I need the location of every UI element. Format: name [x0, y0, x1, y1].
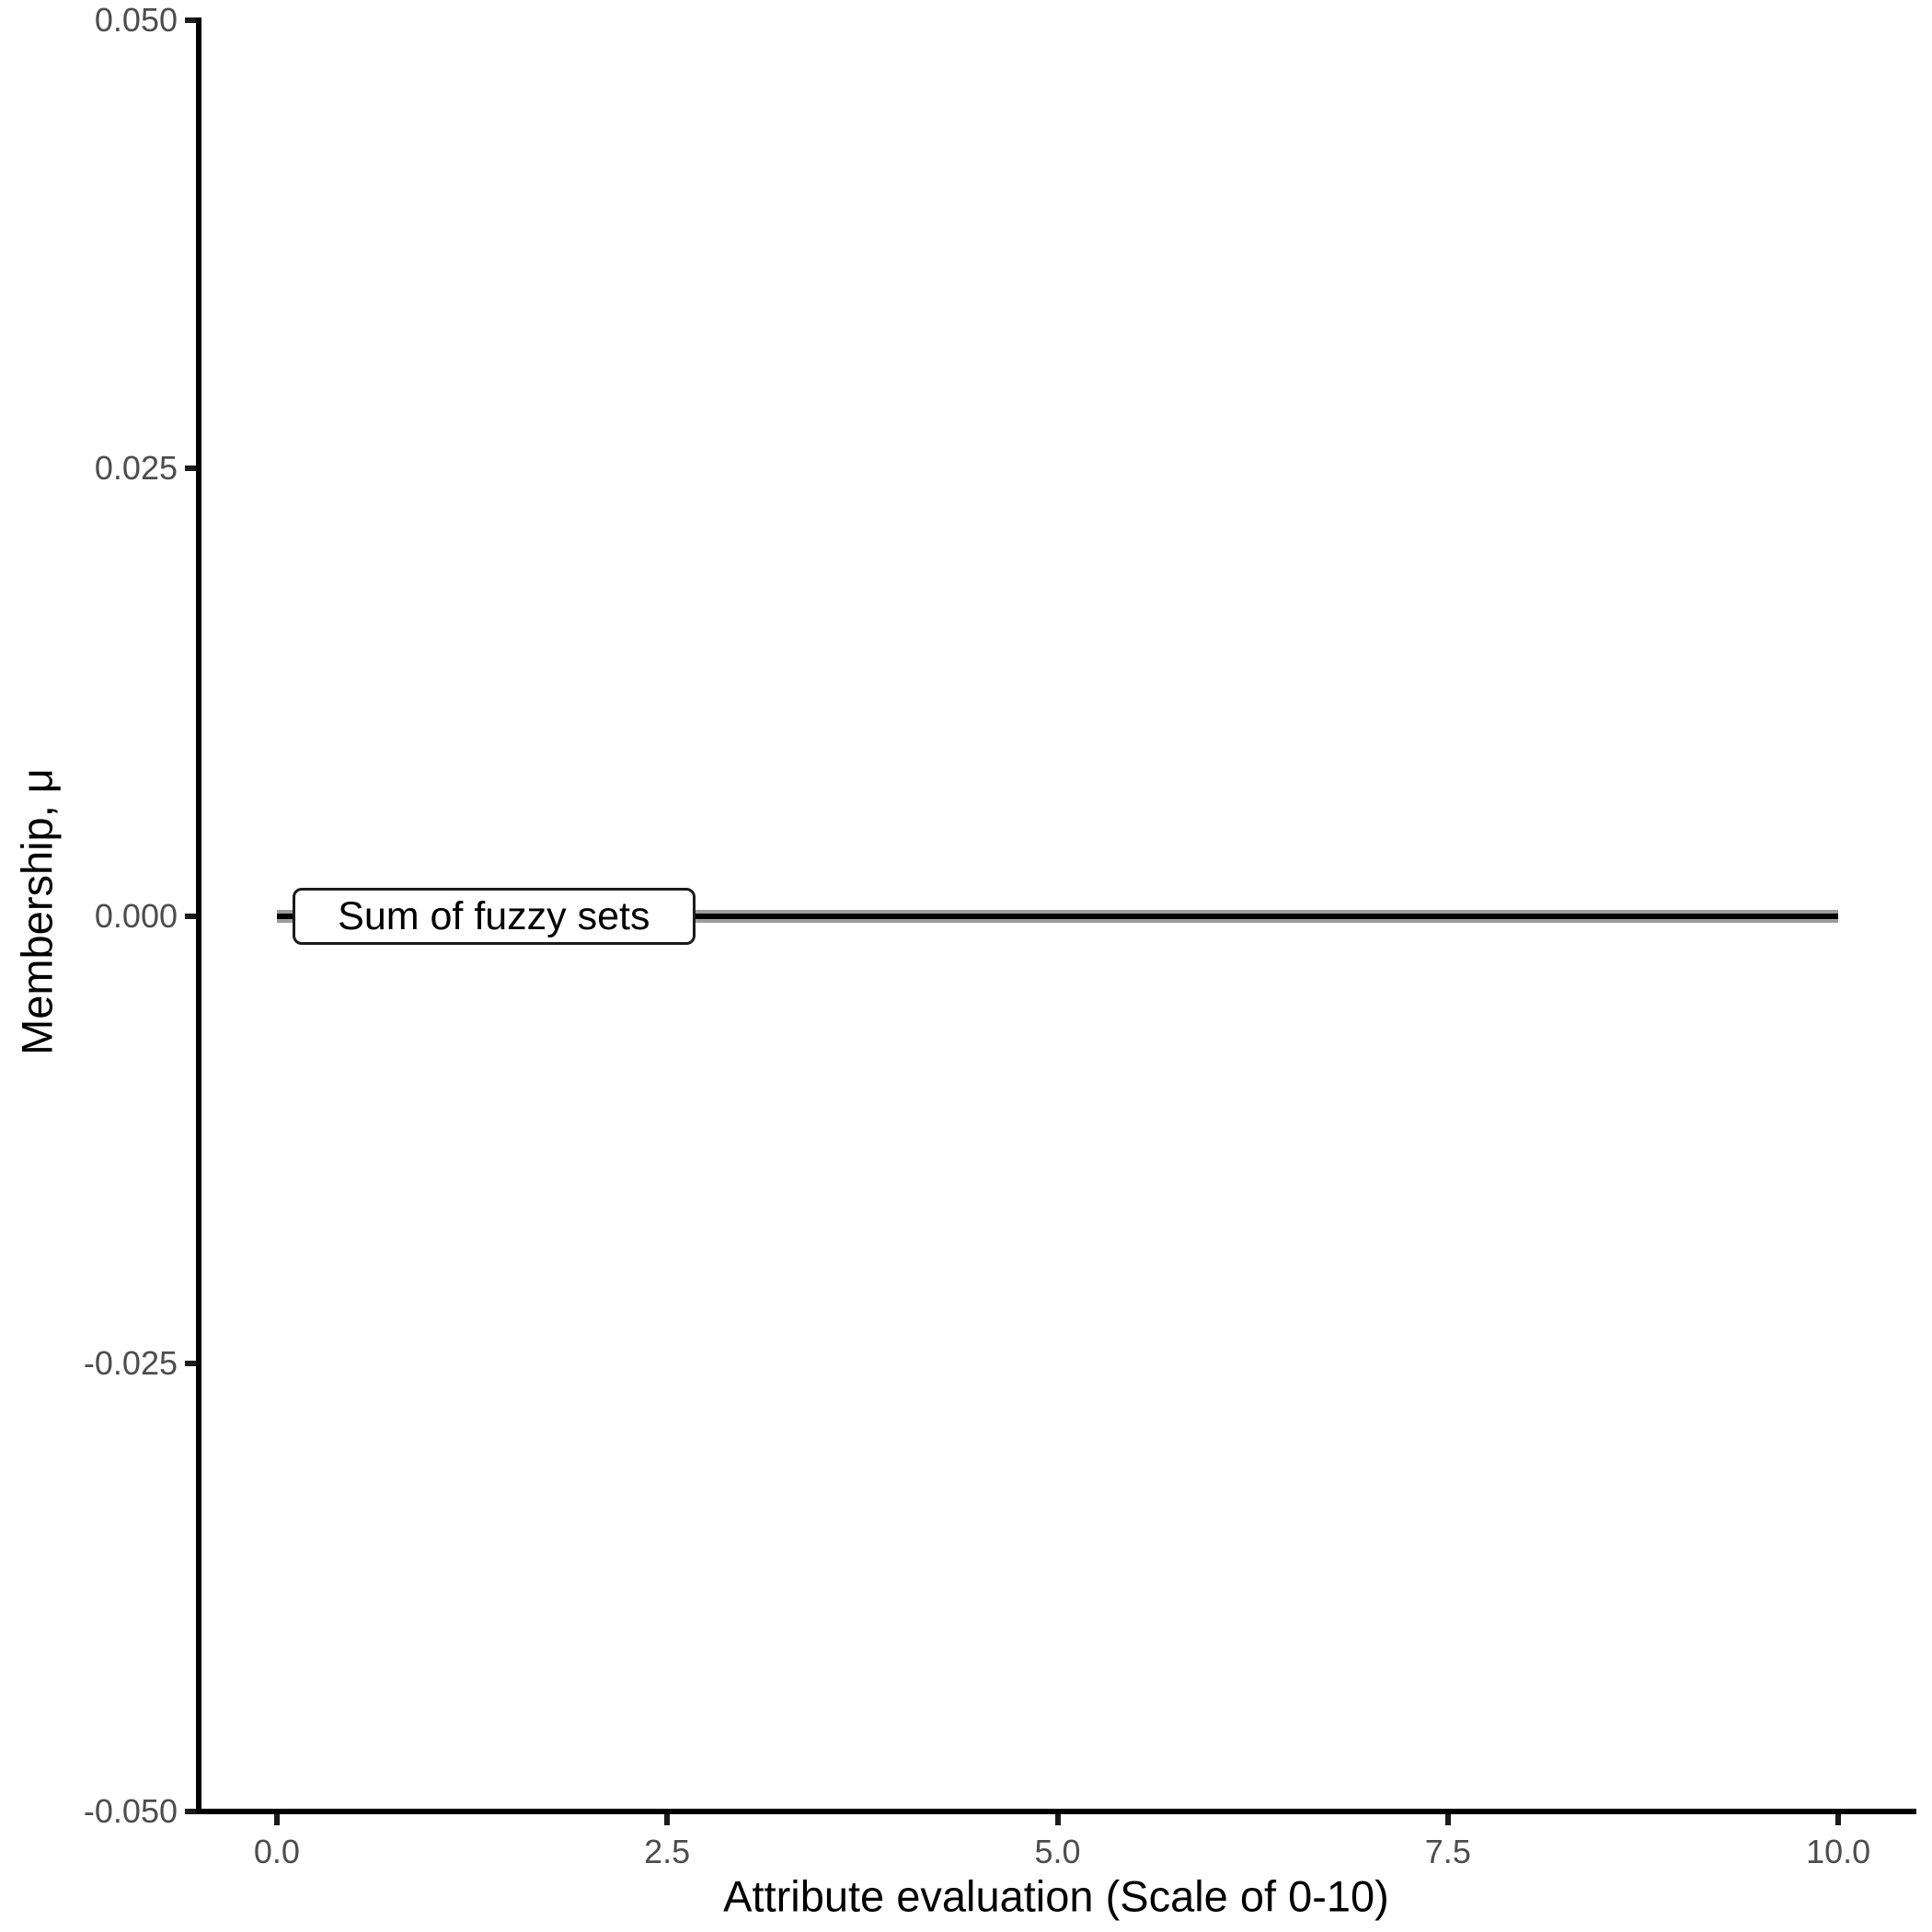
x-axis-tick: [1444, 1814, 1451, 1825]
x-axis-tick-label: 0.0: [253, 1833, 300, 1870]
x-axis-title: Attribute evaluation (Scale of 0-10): [723, 1871, 1389, 1921]
x-axis-tick-label: 7.5: [1424, 1833, 1471, 1870]
series-label-text: Sum of fuzzy sets: [338, 893, 650, 938]
x-axis-tick-label: 2.5: [644, 1833, 691, 1870]
x-axis-tick: [664, 1814, 671, 1825]
y-axis-tick: [185, 1809, 196, 1814]
y-axis-tick-label: -0.050: [83, 1792, 178, 1830]
y-axis-tick: [185, 913, 196, 919]
x-axis-tick: [1054, 1814, 1061, 1825]
y-axis-tick: [185, 465, 196, 471]
y-axis-tick: [185, 17, 196, 23]
y-axis-tick-label: 0.000: [94, 896, 178, 935]
x-axis-line: [196, 1809, 1916, 1814]
x-axis-tick: [273, 1814, 280, 1825]
x-axis-tick: [1835, 1814, 1842, 1825]
sum-of-fuzzy-sets-line: [276, 913, 1839, 919]
series-label-box: Sum of fuzzy sets: [292, 887, 696, 945]
y-axis-tick-label: 0.025: [94, 448, 178, 487]
y-axis-tick-label: 0.050: [94, 1, 178, 39]
x-axis-tick-label: 5.0: [1034, 1833, 1081, 1870]
y-axis-tick: [185, 1361, 196, 1367]
y-axis-line: [196, 17, 201, 1814]
y-axis-tick-label: -0.025: [83, 1344, 178, 1383]
x-axis-tick-label: 10.0: [1806, 1833, 1871, 1870]
y-axis-title: Membership, μ: [12, 768, 62, 1055]
